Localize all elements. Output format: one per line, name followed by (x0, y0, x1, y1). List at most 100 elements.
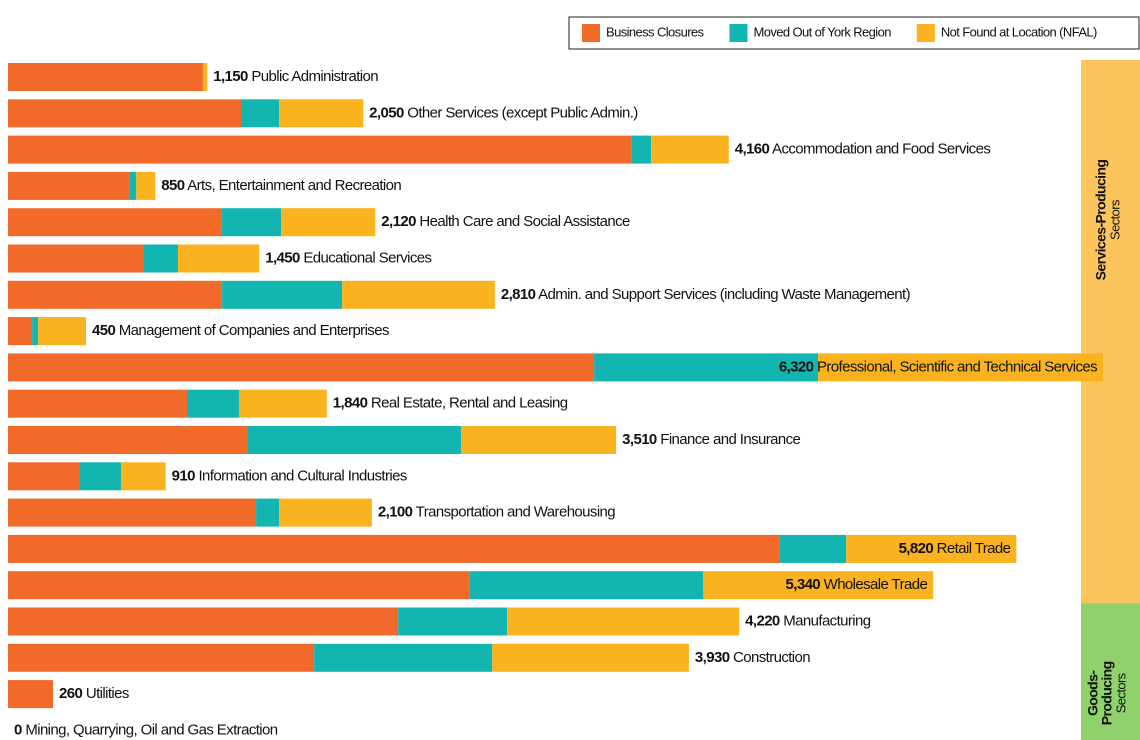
bar-segment (492, 643, 689, 672)
bar-segment (221, 208, 282, 237)
category-label: Information and Cultural Industries (195, 467, 407, 484)
sector-title: Goods- (1085, 670, 1101, 716)
bar-segment (238, 389, 327, 418)
bar-segment (177, 244, 260, 273)
sector-band (1081, 60, 1140, 604)
total-label: 0 (14, 721, 22, 738)
category-label: Mining, Quarrying, Oil and Gas Extractio… (22, 721, 278, 738)
bar-segment (818, 353, 1103, 382)
category-label: Health Care and Social Assistance (416, 213, 630, 230)
bar-segment (129, 171, 137, 200)
category-label: Professional, Scientific and Technical S… (813, 358, 1097, 375)
bar-segment (8, 680, 54, 709)
bar-segment (8, 317, 33, 346)
bar-segment (279, 99, 364, 128)
bar-label: 450 Management of Companies and Enterpri… (92, 322, 389, 339)
category-label: Public Administration (248, 68, 378, 85)
bar-segment (342, 280, 495, 309)
total-label: 5,820 (899, 540, 934, 557)
bar-label: 260 Utilities (59, 685, 129, 702)
bar-segment (507, 607, 740, 636)
bar-segment (8, 208, 222, 237)
total-label: 3,510 (622, 431, 657, 448)
bar-segment (256, 498, 280, 527)
category-label: Retail Trade (933, 540, 1010, 557)
bar-segment (8, 244, 145, 273)
bar-label: 2,050 Other Services (except Public Admi… (369, 104, 638, 121)
bar-segment (247, 426, 462, 454)
bar-segment (279, 498, 372, 527)
total-label: 2,050 (369, 104, 404, 121)
bar-label: 6,320 Professional, Scientific and Techn… (779, 358, 1097, 375)
total-label: 1,840 (333, 395, 368, 412)
bar-label: 3,930 Construction (695, 649, 810, 666)
bar-segment (38, 317, 86, 346)
category-label: Wholesale Trade (820, 576, 927, 593)
bar-label: 1,450 Educational Services (265, 249, 431, 266)
category-label: Transportation and Warehousing (412, 504, 615, 521)
bar-segment (32, 317, 39, 346)
total-label: 6,320 (779, 358, 814, 375)
total-label: 2,120 (381, 213, 416, 230)
bar-segment (8, 389, 187, 418)
total-label: 1,150 (213, 68, 248, 85)
category-label: Construction (729, 649, 810, 666)
bar-label: 4,220 Manufacturing (745, 612, 871, 629)
bar-segment (8, 534, 780, 563)
bar-label: 4,160 Accommodation and Food Services (735, 141, 991, 158)
bar-label: 850 Arts, Entertainment and Recreation (161, 177, 401, 194)
category-label: Finance and Insurance (657, 431, 801, 448)
bar-segment (120, 462, 166, 491)
bar-segment (202, 63, 208, 91)
legend-label: Moved Out of York Region (753, 24, 891, 39)
total-label: 2,100 (378, 504, 413, 521)
bar-label: 1,840 Real Estate, Rental and Leasing (333, 395, 568, 412)
total-label: 450 (92, 322, 115, 339)
bar-segment (8, 171, 130, 200)
bar-label: 910 Information and Cultural Industries (172, 467, 407, 484)
total-label: 910 (172, 467, 195, 484)
bar-segment (846, 534, 1017, 563)
bar-segment (8, 280, 223, 309)
sector-sublabel: Sectors (1113, 672, 1128, 713)
total-label: 260 (59, 685, 82, 702)
bar-label: 1,150 Public Administration (213, 68, 378, 85)
bar-segment (8, 498, 257, 527)
bar-segment (281, 208, 376, 237)
category-label: Arts, Entertainment and Recreation (185, 177, 402, 194)
bar-segment (8, 63, 203, 91)
bar-segment (241, 99, 280, 128)
total-label: 5,340 (786, 576, 821, 593)
sector-band (1081, 603, 1140, 740)
total-label: 4,220 (745, 612, 780, 629)
bar-segment (186, 389, 239, 418)
total-label: 3,930 (695, 649, 730, 666)
category-label: Management of Companies and Enterprises (115, 322, 389, 339)
sector-title: Producing (1099, 661, 1115, 725)
legend-label: Not Found at Location (NFAL) (941, 24, 1097, 39)
category-label: Accommodation and Food Services (769, 141, 990, 158)
bar-label: 2,100 Transportation and Warehousing (378, 504, 615, 521)
bar-segment (461, 426, 617, 454)
category-label: Utilities (82, 685, 129, 702)
bar-label: 3,510 Finance and Insurance (622, 431, 800, 448)
total-label: 4,160 (735, 141, 770, 158)
bar-label: 2,120 Health Care and Social Assistance (381, 213, 630, 230)
bar-segment (469, 571, 704, 600)
bar-segment (144, 244, 178, 273)
bar-segment (8, 353, 595, 382)
bar-segment (8, 607, 399, 636)
bar-segment (222, 280, 343, 309)
bar-segment (8, 426, 248, 454)
total-label: 1,450 (265, 249, 300, 266)
category-label: Educational Services (300, 249, 432, 266)
bar-segment (8, 462, 80, 491)
bar-segment (594, 353, 819, 382)
bar-segment (703, 571, 934, 600)
bar-label: 2,810 Admin. and Support Services (inclu… (501, 286, 911, 303)
bar-segment (136, 171, 156, 200)
legend-label: Business Closures (606, 24, 705, 39)
bar-segment (8, 643, 315, 672)
bar-segment (398, 607, 508, 636)
